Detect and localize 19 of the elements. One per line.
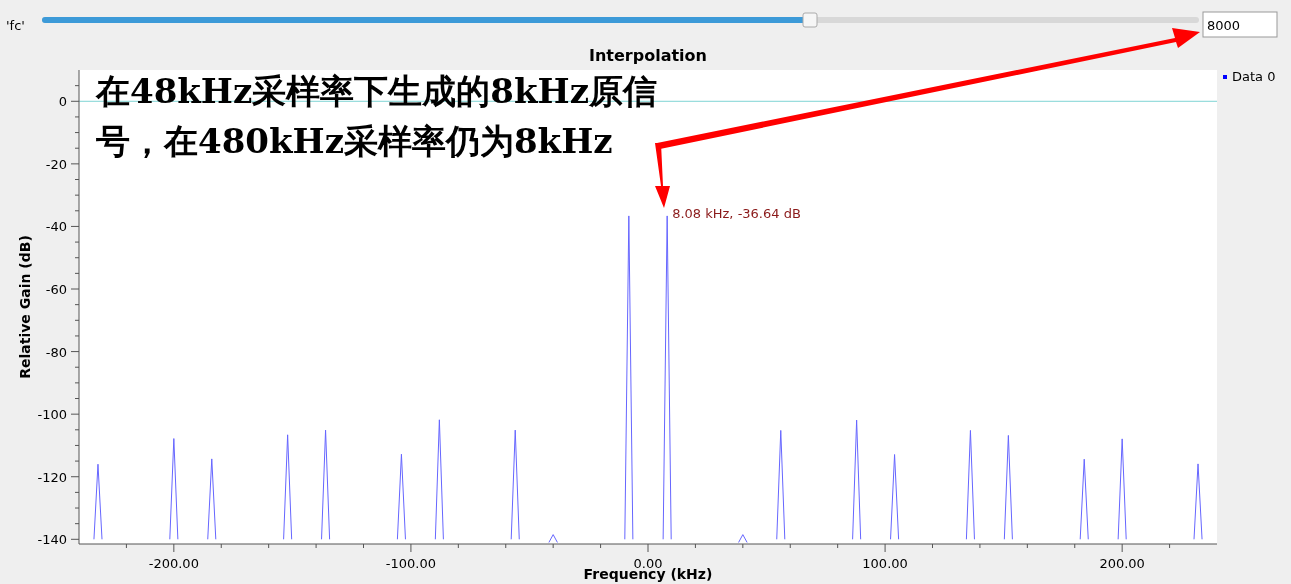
y-tick-label: -80 — [45, 344, 67, 360]
chart-title: Interpolation — [589, 46, 707, 65]
text: Data 0 — [1232, 69, 1276, 84]
text: 8000 — [1207, 18, 1241, 33]
y-tick-label: -20 — [45, 156, 67, 172]
x-tick-label: -100.00 — [385, 556, 437, 571]
x-tick-label: 200.00 — [1099, 556, 1145, 571]
y-tick-label: -120 — [37, 469, 67, 485]
x-tick-label: -200.00 — [148, 556, 199, 571]
annotation: 8.08 kHz, -36.64 dB — [672, 205, 801, 221]
y-tick-label: -60 — [45, 282, 67, 298]
text: 'fc' — [6, 18, 25, 33]
y-tick-label: -40 — [45, 219, 67, 235]
y-tick-label: -100 — [37, 407, 67, 423]
y-axis-title: Relative Gain (dB) — [17, 235, 33, 379]
y-tick-label: -140 — [37, 532, 67, 548]
annotation: 在48kHz采样率下生成的8kHz原信号，在480kHz采样率仍为8kHz — [96, 70, 658, 163]
x-tick-label: 100.00 — [862, 556, 908, 571]
y-tick-label: 0 — [58, 94, 67, 110]
